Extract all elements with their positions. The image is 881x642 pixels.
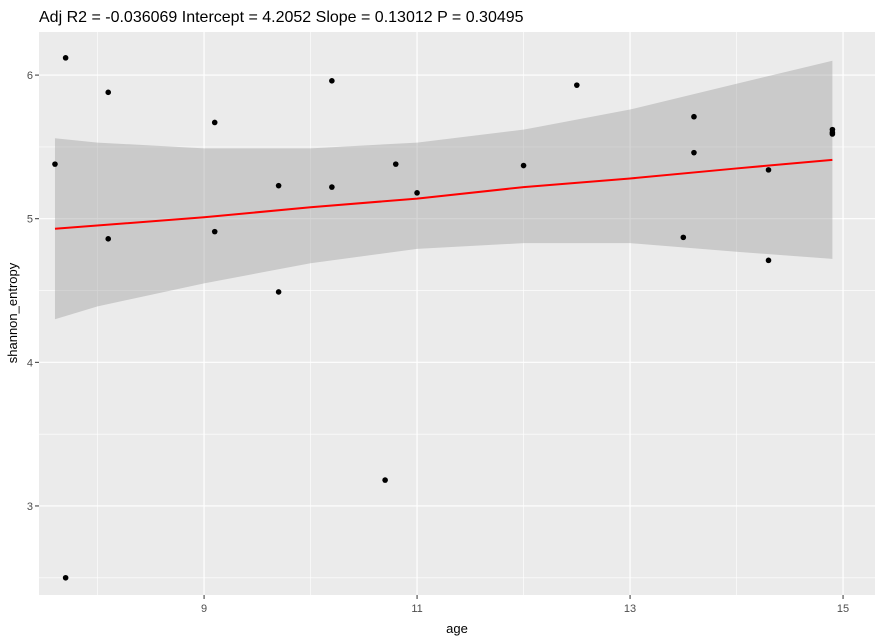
data-point xyxy=(520,162,527,169)
y-tick-label: 5 xyxy=(27,214,33,226)
data-points xyxy=(52,55,836,581)
y-tick-label: 4 xyxy=(27,357,33,369)
data-point xyxy=(62,55,69,61)
data-point xyxy=(829,126,836,133)
y-axis-title: shannon_entropy xyxy=(5,262,20,363)
y-tick-label: 3 xyxy=(27,501,33,513)
y-axis-ticks: 3 4 5 6 xyxy=(27,70,39,513)
data-point xyxy=(105,236,112,242)
data-point xyxy=(275,182,282,189)
data-point xyxy=(392,161,399,167)
data-point xyxy=(414,190,420,196)
data-point xyxy=(211,119,218,126)
minor-gridlines xyxy=(39,32,875,595)
x-tick-label: 13 xyxy=(624,603,636,615)
confidence-band xyxy=(54,60,833,320)
data-point xyxy=(211,228,218,235)
regression-line xyxy=(54,158,833,230)
chart-title: Adj R2 = -0.036069 Intercept = 4.2052 Sl… xyxy=(39,9,524,26)
x-tick-label: 11 xyxy=(411,603,422,615)
data-point xyxy=(52,161,58,167)
x-tick-label: 15 xyxy=(837,603,849,615)
x-axis-title: age xyxy=(446,621,468,636)
data-point xyxy=(765,167,772,173)
x-axis-ticks: 9 11 13 15 xyxy=(201,595,849,615)
data-point xyxy=(680,234,687,241)
data-point xyxy=(382,477,388,483)
data-point xyxy=(62,574,69,581)
data-point xyxy=(574,82,580,88)
data-point xyxy=(691,149,697,156)
data-point xyxy=(829,131,836,137)
y-tick-label: 6 xyxy=(27,70,33,82)
major-gridlines xyxy=(39,32,875,595)
data-point xyxy=(691,113,697,120)
data-point xyxy=(329,184,335,190)
data-point xyxy=(105,89,112,96)
data-point xyxy=(329,78,335,84)
x-tick-label: 9 xyxy=(201,603,207,615)
plot-panel xyxy=(39,32,875,595)
data-point xyxy=(765,257,772,264)
data-point xyxy=(275,289,282,295)
